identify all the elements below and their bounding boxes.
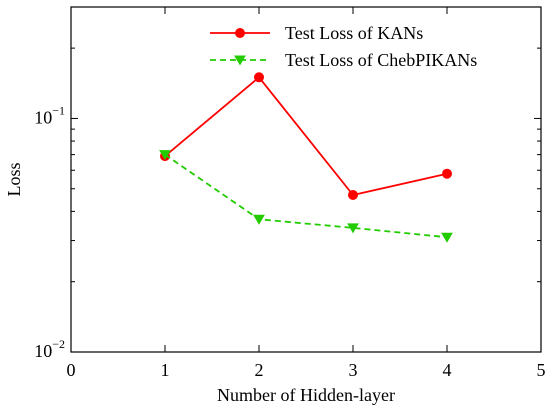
x-axis-title: Number of Hidden-layer <box>217 385 395 405</box>
series-1-point <box>348 190 358 201</box>
legend-marker-1 <box>235 28 245 38</box>
legend: Test Loss of KANs Test Loss of ChebPIKANs <box>210 23 477 70</box>
legend-label-2: Test Loss of ChebPIKANs <box>285 50 477 70</box>
series-2-point <box>347 223 359 234</box>
x-tick-label: 5 <box>537 360 546 380</box>
y-tick-label: 10−1 <box>34 103 65 127</box>
y-axis-title: Loss <box>4 162 24 196</box>
plot-area <box>159 72 453 243</box>
x-tick-label: 3 <box>349 360 358 380</box>
y-tick-base: 10 <box>34 107 52 127</box>
series-line-2 <box>164 153 448 239</box>
x-tick-label: 1 <box>161 360 170 380</box>
series-2-point <box>159 150 171 161</box>
series-1-point <box>442 168 452 179</box>
y-tick-base: 10 <box>34 341 52 361</box>
legend-marker-2 <box>234 55 246 66</box>
plot-frame <box>70 6 542 353</box>
x-tick-label: 0 <box>67 360 76 380</box>
y-tick-exponent: −2 <box>52 337 65 351</box>
x-tick-label: 4 <box>443 360 452 380</box>
series-2-point <box>253 214 265 225</box>
series-1-point <box>254 72 264 83</box>
y-tick-exponent: −1 <box>52 103 65 117</box>
y-tick-label: 10−2 <box>34 337 65 361</box>
legend-label-1: Test Loss of KANs <box>285 23 423 43</box>
x-tick-label: 2 <box>255 360 264 380</box>
series-2-point <box>441 232 453 243</box>
series-line-1 <box>164 76 448 197</box>
